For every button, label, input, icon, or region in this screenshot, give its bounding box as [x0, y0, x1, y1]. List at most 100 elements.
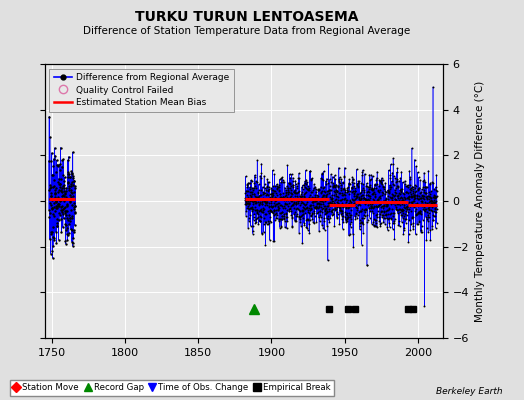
- Point: [353, 194, 361, 201]
- Point: [432, 198, 440, 204]
- Point: [388, 206, 397, 212]
- Point: [256, 172, 264, 179]
- Point: [402, 182, 410, 189]
- Point: [388, 169, 397, 176]
- Point: [286, 206, 294, 212]
- Point: [419, 201, 428, 207]
- Point: [48, 206, 57, 212]
- Point: [408, 192, 416, 199]
- Point: [307, 205, 315, 212]
- Point: [319, 200, 328, 207]
- Point: [388, 178, 396, 184]
- Point: [268, 193, 276, 199]
- Point: [313, 210, 321, 216]
- Point: [332, 188, 341, 194]
- Point: [427, 202, 435, 208]
- Point: [53, 223, 61, 230]
- Point: [337, 176, 345, 182]
- Point: [323, 200, 332, 206]
- Point: [333, 215, 342, 221]
- Point: [413, 200, 421, 207]
- Point: [251, 200, 259, 207]
- Point: [351, 200, 359, 206]
- Point: [379, 205, 388, 212]
- Point: [363, 219, 372, 225]
- Point: [404, 239, 412, 245]
- Point: [285, 206, 293, 212]
- Point: [326, 186, 334, 193]
- Point: [321, 205, 330, 211]
- Point: [242, 212, 250, 219]
- Point: [397, 194, 405, 200]
- Point: [416, 210, 424, 216]
- Point: [329, 208, 337, 215]
- Point: [305, 192, 314, 198]
- Point: [316, 201, 325, 207]
- Point: [287, 208, 296, 214]
- Point: [254, 214, 262, 221]
- Point: [390, 236, 399, 242]
- Point: [52, 198, 61, 205]
- Point: [350, 179, 358, 186]
- Point: [351, 196, 359, 203]
- Point: [352, 210, 360, 216]
- Point: [383, 215, 391, 222]
- Point: [252, 207, 260, 214]
- Point: [377, 200, 386, 206]
- Point: [337, 208, 346, 214]
- Point: [293, 193, 302, 199]
- Point: [357, 180, 366, 186]
- Point: [65, 185, 73, 192]
- Point: [282, 214, 291, 220]
- Point: [299, 207, 307, 213]
- Point: [431, 213, 440, 219]
- Point: [372, 220, 380, 226]
- Point: [274, 202, 282, 209]
- Point: [304, 205, 313, 212]
- Point: [309, 194, 318, 201]
- Point: [307, 206, 315, 212]
- Point: [389, 192, 397, 198]
- Point: [380, 215, 389, 221]
- Point: [50, 187, 59, 194]
- Point: [385, 205, 393, 212]
- Point: [413, 186, 422, 192]
- Point: [392, 182, 401, 189]
- Point: [356, 208, 364, 214]
- Point: [432, 202, 441, 209]
- Point: [244, 214, 253, 221]
- Point: [351, 188, 359, 194]
- Point: [380, 199, 389, 206]
- Point: [346, 224, 355, 230]
- Point: [358, 167, 367, 173]
- Point: [385, 194, 394, 200]
- Point: [362, 206, 370, 212]
- Point: [316, 197, 324, 204]
- Point: [409, 220, 418, 226]
- Point: [274, 206, 282, 213]
- Point: [390, 216, 399, 223]
- Point: [260, 215, 269, 221]
- Point: [395, 200, 403, 206]
- Point: [51, 203, 60, 210]
- Point: [338, 216, 346, 222]
- Point: [347, 206, 355, 213]
- Point: [396, 175, 405, 181]
- Point: [252, 200, 260, 206]
- Point: [308, 198, 316, 205]
- Point: [70, 189, 78, 196]
- Point: [49, 211, 58, 218]
- Point: [265, 186, 274, 192]
- Point: [263, 210, 271, 217]
- Point: [272, 181, 281, 188]
- Point: [268, 204, 277, 210]
- Point: [339, 218, 347, 225]
- Point: [418, 186, 426, 192]
- Point: [259, 197, 267, 203]
- Point: [302, 224, 311, 230]
- Point: [377, 208, 385, 214]
- Point: [322, 191, 331, 198]
- Point: [362, 196, 370, 203]
- Point: [290, 186, 299, 193]
- Point: [425, 195, 433, 202]
